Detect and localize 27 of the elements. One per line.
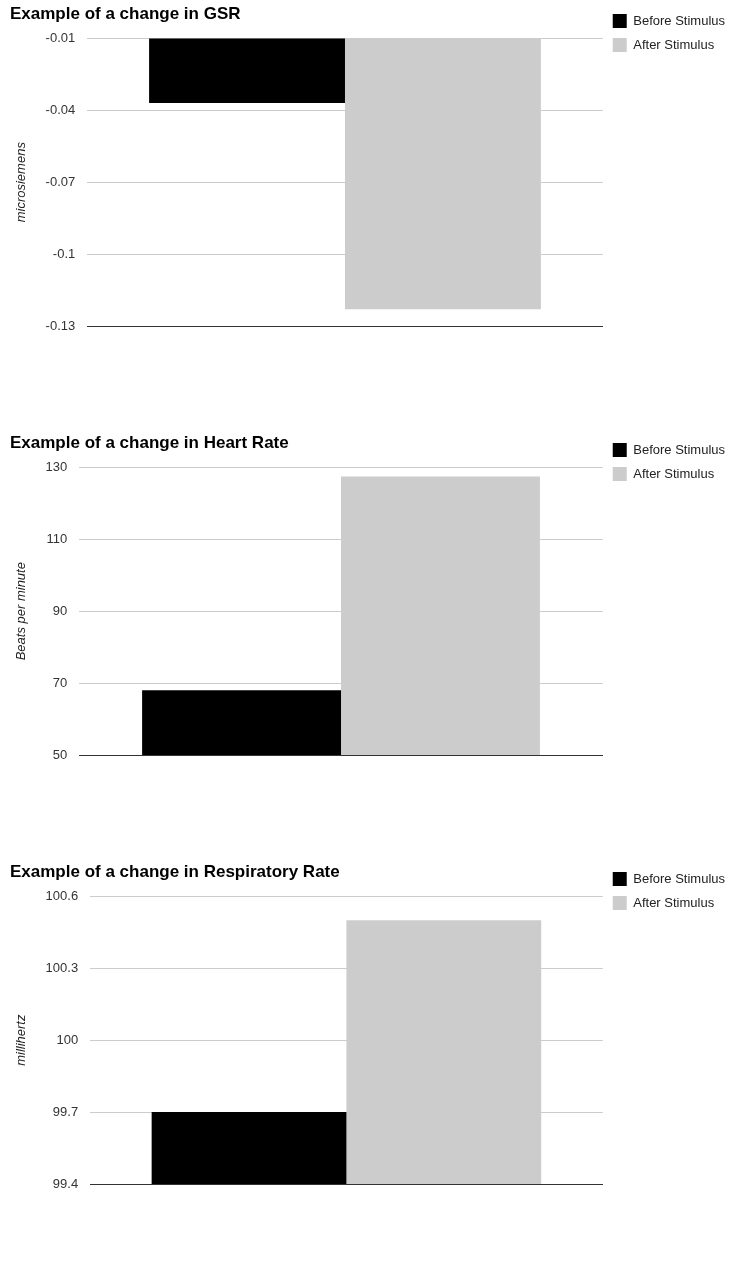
y-tick-label: -0.07 (45, 173, 76, 189)
legend-label: After Stimulus (633, 465, 715, 481)
chart-title: Example of a change in GSR (10, 3, 241, 23)
y-tick-label: -0.04 (45, 101, 76, 117)
legend-label: Before Stimulus (633, 12, 726, 28)
legend-label: After Stimulus (633, 36, 715, 52)
y-tick-label: 110 (46, 530, 68, 546)
y-tick-label: 99.4 (52, 1175, 79, 1191)
legend-label: Before Stimulus (633, 870, 726, 886)
chart-title: Example of a change in Heart Rate (10, 432, 289, 452)
y-tick-label: 100.3 (45, 959, 79, 975)
y-tick-label: 90 (52, 602, 68, 618)
legend-label: After Stimulus (633, 894, 715, 910)
y-tick-label: 99.7 (52, 1103, 79, 1119)
y-tick-label: -0.01 (45, 29, 76, 45)
y-tick-label: 100.6 (45, 887, 79, 903)
y-tick-label: -0.13 (45, 317, 76, 333)
legend-label: Before Stimulus (633, 441, 726, 457)
y-axis-title: Beats per minute (13, 562, 29, 661)
y-tick-label: 130 (45, 458, 68, 474)
y-axis-title: millihertz (13, 1014, 29, 1066)
chart-title: Example of a change in Respiratory Rate (10, 861, 340, 881)
y-tick-label: 70 (52, 674, 68, 690)
y-tick-label: 50 (52, 746, 68, 762)
y-tick-label: -0.1 (52, 245, 76, 261)
y-axis-title: microsiemens (13, 141, 29, 223)
y-tick-label: 100 (56, 1031, 79, 1047)
